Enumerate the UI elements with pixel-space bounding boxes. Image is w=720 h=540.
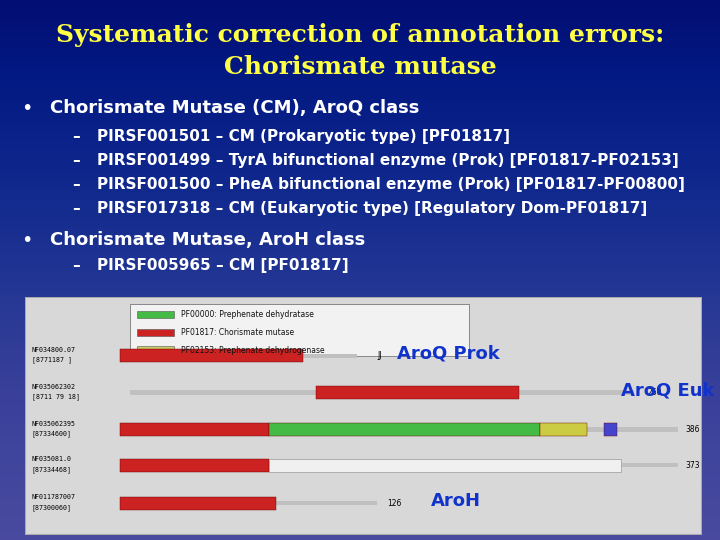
Text: PIRSF017318 – CM (Eukaryotic type) [Regulatory Dom-PF01817]: PIRSF017318 – CM (Eukaryotic type) [Regu… [97, 201, 647, 217]
Bar [130, 427, 678, 431]
Text: 260: 260 [648, 388, 662, 397]
Bar [120, 497, 276, 510]
Text: –: – [72, 258, 80, 273]
Text: [87300060]: [87300060] [32, 504, 72, 511]
Bar [137, 329, 174, 336]
Text: PIRSF001501 – CM (Prokaryotic type) [PF01817]: PIRSF001501 – CM (Prokaryotic type) [PF0… [97, 129, 510, 144]
Bar [120, 349, 302, 362]
Bar [130, 304, 469, 356]
Text: •: • [22, 231, 33, 250]
Text: –: – [72, 201, 80, 217]
Text: [87334468]: [87334468] [32, 466, 72, 472]
Text: PF02153: Prephenate dehydrogenase: PF02153: Prephenate dehydrogenase [181, 346, 325, 355]
Text: Chorismate Mutase, AroH class: Chorismate Mutase, AroH class [50, 231, 366, 249]
Text: PF00000: Prephenate dehydratase: PF00000: Prephenate dehydratase [181, 310, 314, 319]
Text: NF011787007: NF011787007 [32, 494, 76, 500]
Text: PIRSF001499 – TyrA bifunctional enzyme (Prok) [PF01817-PF02153]: PIRSF001499 – TyrA bifunctional enzyme (… [97, 153, 679, 168]
Text: Chorismate Mutase (CM), AroQ class: Chorismate Mutase (CM), AroQ class [50, 99, 420, 117]
Bar [130, 390, 634, 395]
Text: Chorismate mutase: Chorismate mutase [224, 56, 496, 79]
Bar [120, 423, 269, 436]
Text: 386: 386 [685, 425, 700, 434]
Text: AroH: AroH [431, 492, 481, 510]
Bar [120, 458, 269, 471]
Bar [269, 423, 539, 436]
Bar [604, 423, 618, 436]
Text: AroQ Euk: AroQ Euk [621, 381, 714, 399]
Text: PIRSF005965 – CM [PF01817]: PIRSF005965 – CM [PF01817] [97, 258, 348, 273]
Bar [269, 458, 621, 471]
Text: AroQ Prok: AroQ Prok [397, 345, 500, 362]
Bar [130, 501, 377, 505]
Bar [130, 354, 357, 358]
Text: [8711 79 18]: [8711 79 18] [32, 394, 80, 400]
Text: Systematic correction of annotation errors:: Systematic correction of annotation erro… [56, 23, 664, 47]
Bar [316, 386, 519, 399]
Bar [137, 347, 174, 354]
Bar [539, 423, 587, 436]
Text: PF01817: Chorismate mutase: PF01817: Chorismate mutase [181, 328, 294, 337]
Text: JJ: JJ [377, 352, 382, 360]
Text: [87334600]: [87334600] [32, 430, 72, 437]
Bar [130, 463, 678, 467]
Text: •: • [22, 98, 33, 118]
Text: NF035062302: NF035062302 [32, 384, 76, 390]
Text: 126: 126 [387, 498, 402, 508]
Bar [137, 311, 174, 319]
Text: PIRSF001500 – PheA bifunctional enzyme (Prok) [PF01817-PF00800]: PIRSF001500 – PheA bifunctional enzyme (… [97, 177, 685, 192]
Text: –: – [72, 129, 80, 144]
Text: 373: 373 [685, 461, 700, 470]
Text: –: – [72, 153, 80, 168]
Text: NF035081.0: NF035081.0 [32, 456, 72, 462]
Text: NF035062395: NF035062395 [32, 421, 76, 427]
Text: NF034800.07: NF034800.07 [32, 347, 76, 353]
Text: –: – [72, 177, 80, 192]
Text: [8771187 ]: [8771187 ] [32, 357, 72, 363]
